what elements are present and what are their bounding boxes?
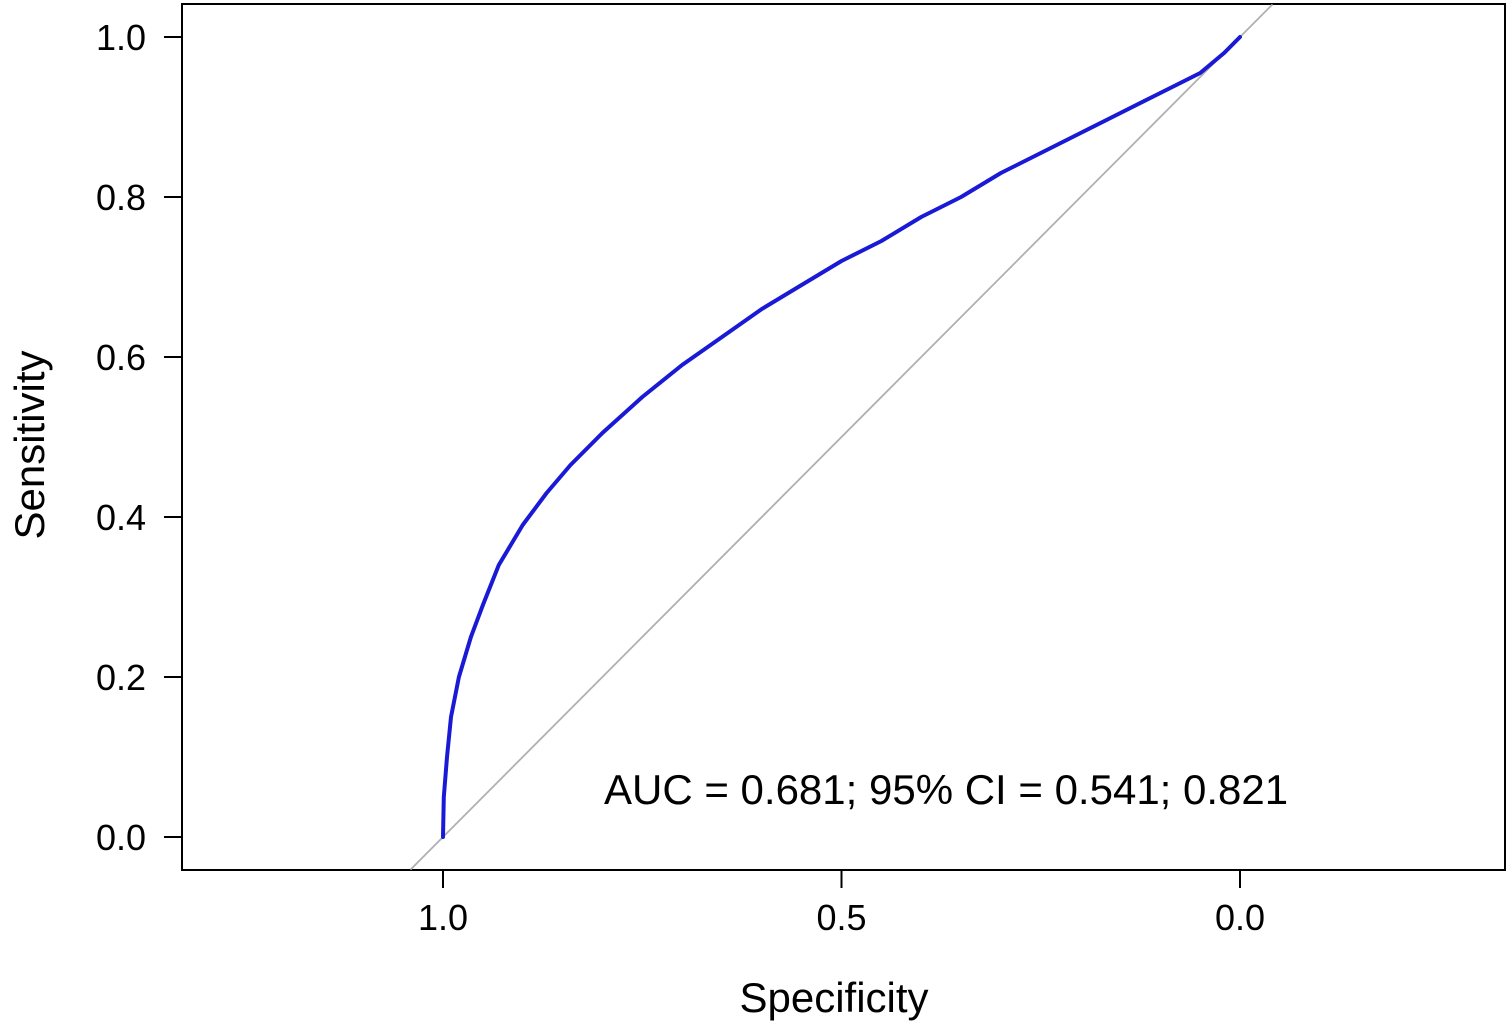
x-axis-title: Specificity: [739, 974, 928, 1021]
y-tick-label: 1.0: [96, 17, 146, 58]
x-tick-label: 1.0: [418, 897, 468, 938]
auc-annotation: AUC = 0.681; 95% CI = 0.541; 0.821: [604, 766, 1288, 813]
y-tick-label: 0.0: [96, 817, 146, 858]
reference-diagonal: [410, 4, 1273, 870]
y-axis-title: Sensitivity: [6, 350, 53, 539]
y-tick-label: 0.8: [96, 177, 146, 218]
roc-curve: [441, 35, 1242, 839]
x-tick-label: 0.0: [1215, 897, 1265, 938]
y-axis: 0.0 0.2 0.4 0.6 0.8 1.0: [96, 17, 182, 858]
plot-frame: [181, 3, 1506, 871]
x-tick-label: 0.5: [816, 897, 866, 938]
x-axis: 1.0 0.5 0.0: [418, 870, 1265, 938]
y-tick-label: 0.2: [96, 657, 146, 698]
series-layer: [410, 4, 1273, 870]
y-tick-label: 0.4: [96, 497, 146, 538]
y-tick-label: 0.6: [96, 337, 146, 378]
